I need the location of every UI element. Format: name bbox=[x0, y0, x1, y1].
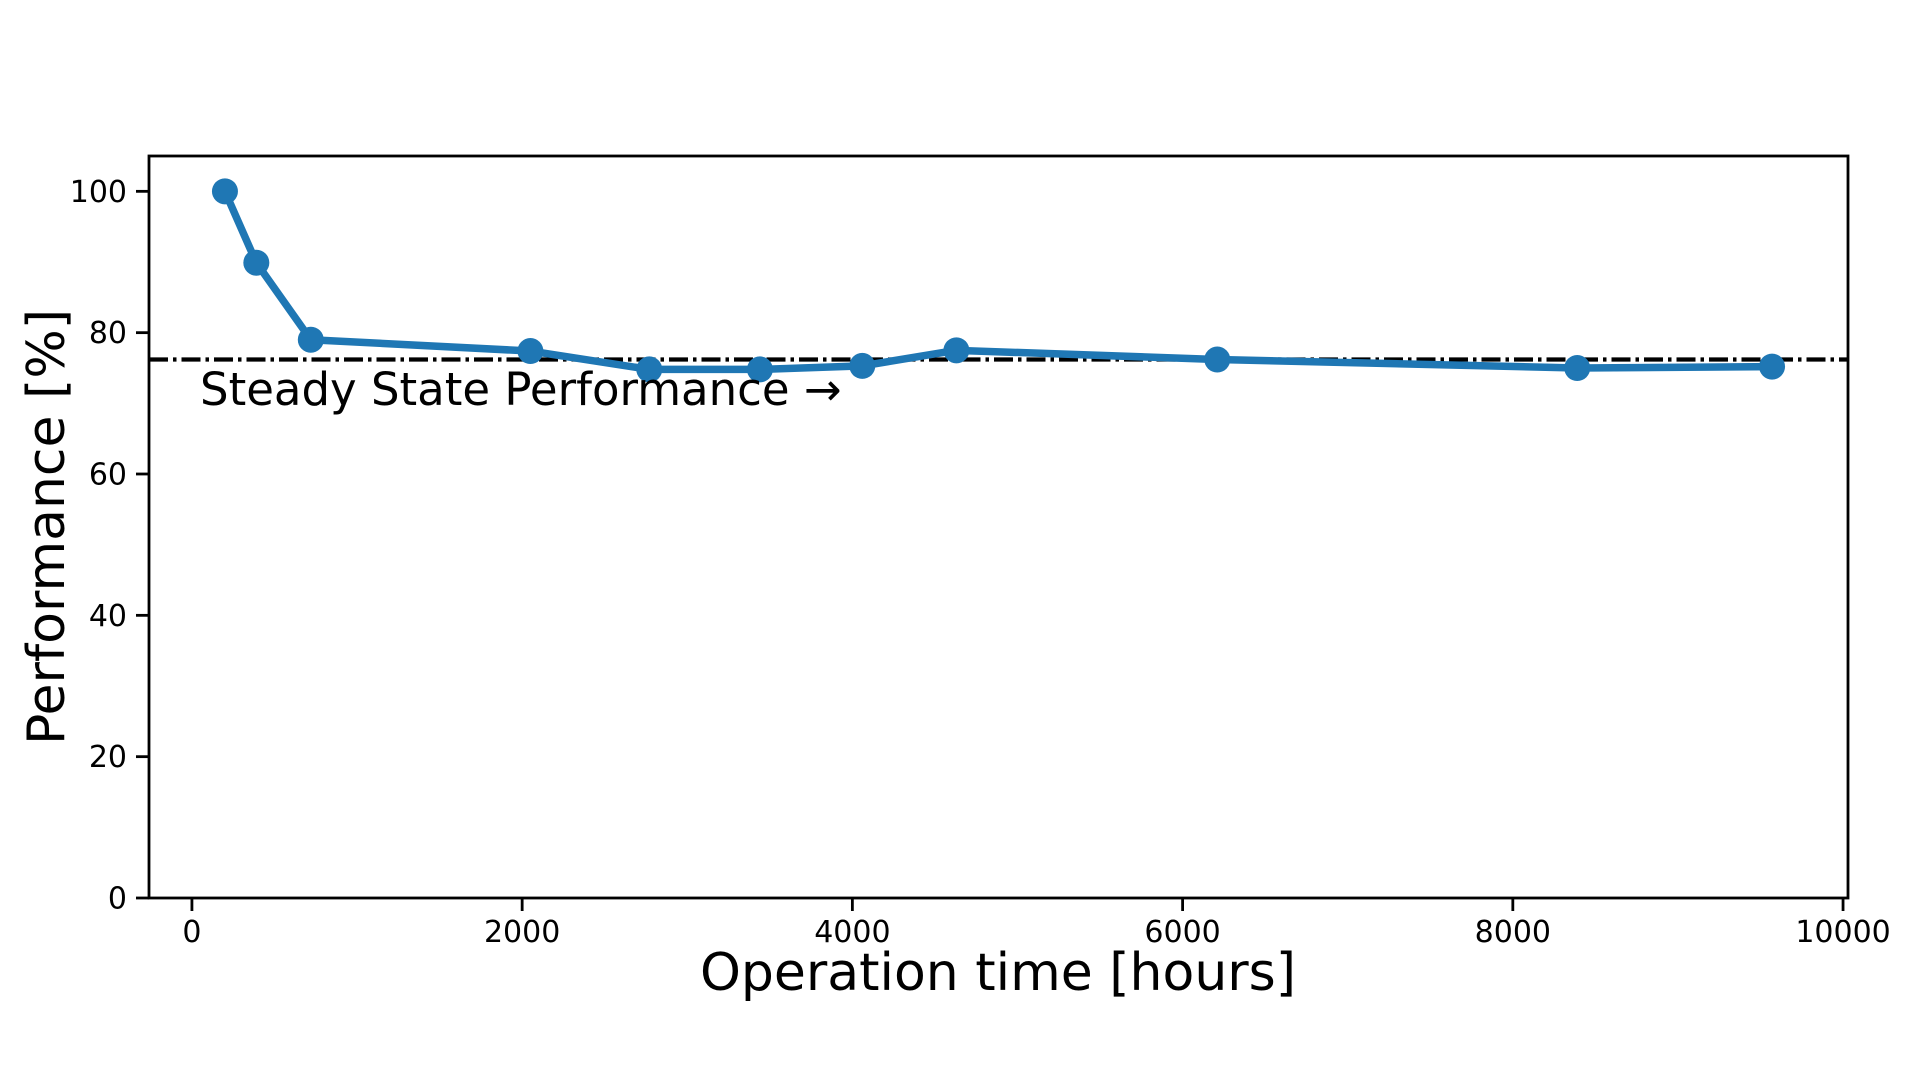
data-point-marker bbox=[746, 356, 773, 383]
y-axis-tick-label: 100 bbox=[70, 175, 127, 210]
x-axis-tick-label: 0 bbox=[182, 915, 201, 950]
x-axis-tick-label: 10000 bbox=[1795, 915, 1890, 950]
y-axis-label: Performance [%] bbox=[17, 309, 77, 745]
y-axis-tick-label: 40 bbox=[89, 599, 127, 634]
data-point-marker bbox=[1564, 355, 1591, 381]
data-point-marker bbox=[297, 326, 324, 353]
data-point-marker bbox=[211, 178, 238, 205]
data-point-marker bbox=[243, 249, 270, 276]
y-axis-tick-label: 0 bbox=[108, 882, 127, 917]
x-axis-tick-label: 6000 bbox=[1144, 915, 1220, 950]
ticks-layer: 0 2000 4000 6000 8000 10000 0 20 40 60 80 100 bbox=[70, 175, 1891, 950]
x-axis-label: Operation time [hours] bbox=[700, 943, 1296, 1003]
axes-frame-layer bbox=[147, 154, 1850, 900]
data-point-marker bbox=[849, 352, 876, 379]
data-point-marker bbox=[636, 356, 663, 383]
performance-line bbox=[221, 187, 1776, 374]
y-axis-tick-label: 60 bbox=[89, 458, 127, 493]
steady-state-annotation: Steady State Performance → bbox=[200, 363, 842, 416]
x-axis-tick-label: 8000 bbox=[1475, 915, 1551, 950]
plot-frame bbox=[147, 154, 1850, 900]
data-point-marker bbox=[1204, 346, 1231, 373]
data-point-marker bbox=[943, 337, 970, 364]
data-point-marker bbox=[1759, 353, 1786, 380]
y-axis-tick-label: 80 bbox=[89, 316, 127, 351]
data-point-marker bbox=[517, 338, 544, 365]
x-axis-tick-label: 4000 bbox=[814, 915, 890, 950]
series-layer bbox=[211, 178, 1786, 383]
x-axis-tick-label: 2000 bbox=[484, 915, 560, 950]
y-axis-tick-label: 20 bbox=[89, 740, 127, 775]
